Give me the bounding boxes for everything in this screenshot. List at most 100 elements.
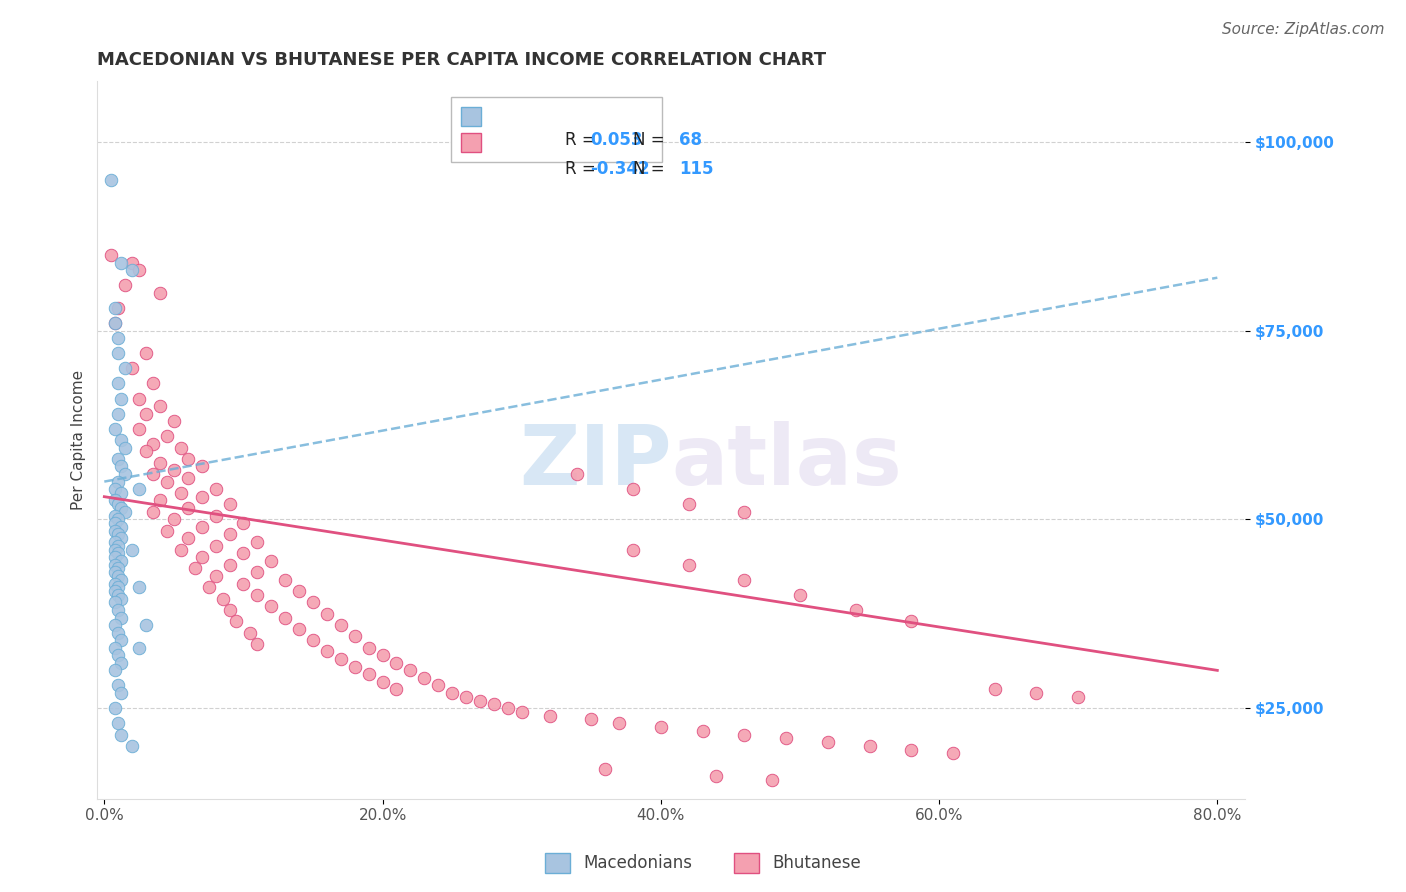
Point (567, 467, 589, 481)
Point (983, 682, 1005, 697)
Point (107, 546, 129, 560)
Point (184, 561, 207, 575)
Point (232, 576, 254, 591)
Legend: R=  0.053  N=  68, R= -0.342  N= 115: R= 0.053 N= 68, R= -0.342 N= 115 (451, 97, 662, 162)
Point (621, 542, 644, 557)
Point (114, 505, 136, 519)
Point (107, 569, 129, 583)
Point (107, 561, 129, 575)
Point (104, 701, 127, 715)
Point (135, 407, 157, 421)
Point (110, 591, 132, 606)
Point (845, 603, 868, 617)
Point (371, 648, 394, 663)
Point (104, 493, 127, 508)
Point (1067, 690, 1090, 704)
Point (190, 520, 212, 534)
Point (142, 376, 165, 391)
Legend: Macedonians, Bhutanese: Macedonians, Bhutanese (538, 847, 868, 880)
Point (107, 580, 129, 594)
Point (107, 716, 129, 731)
Point (482, 698, 505, 712)
Point (110, 392, 132, 406)
Text: -0.342: -0.342 (591, 161, 650, 178)
Point (288, 622, 311, 636)
Point (107, 331, 129, 345)
Point (239, 625, 262, 640)
Point (107, 407, 129, 421)
Point (100, 172, 122, 186)
Point (104, 422, 127, 436)
Point (274, 610, 297, 624)
Point (128, 640, 150, 655)
Point (357, 667, 380, 681)
Point (104, 516, 127, 530)
Point (246, 535, 269, 549)
Point (107, 451, 129, 466)
Point (900, 742, 922, 756)
Point (733, 505, 755, 519)
Point (190, 550, 212, 565)
Point (260, 554, 283, 568)
Point (121, 739, 143, 753)
Point (468, 693, 491, 707)
Point (650, 720, 672, 734)
Point (413, 671, 436, 685)
Point (104, 542, 127, 557)
Text: R =: R = (565, 131, 596, 150)
Point (942, 747, 965, 761)
Point (104, 595, 127, 609)
Point (454, 690, 477, 704)
Point (371, 674, 394, 689)
Point (107, 346, 129, 360)
Point (225, 615, 247, 629)
Point (246, 637, 269, 651)
Point (218, 527, 240, 541)
Point (246, 565, 269, 579)
Point (900, 615, 922, 629)
Point (104, 301, 127, 315)
Point (232, 516, 254, 530)
Point (260, 599, 283, 614)
Point (385, 656, 408, 670)
Point (538, 708, 561, 723)
Point (104, 664, 127, 678)
Point (149, 399, 172, 413)
Point (128, 422, 150, 436)
Point (128, 580, 150, 594)
Point (218, 603, 240, 617)
Point (329, 652, 352, 666)
Point (593, 762, 616, 776)
Point (733, 573, 755, 587)
Point (1025, 686, 1047, 700)
Point (107, 475, 129, 489)
Point (110, 633, 132, 648)
Point (399, 664, 422, 678)
Text: MACEDONIAN VS BHUTANESE PER CAPITA INCOME CORRELATION CHART: MACEDONIAN VS BHUTANESE PER CAPITA INCOM… (97, 51, 827, 69)
Point (218, 558, 240, 572)
Point (104, 524, 127, 538)
Point (104, 482, 127, 496)
Point (110, 531, 132, 545)
Point (163, 512, 186, 526)
Point (427, 678, 450, 692)
Point (110, 486, 132, 500)
Point (110, 610, 132, 624)
Point (128, 482, 150, 496)
Point (329, 618, 352, 632)
Point (204, 569, 226, 583)
Point (170, 542, 193, 557)
Point (114, 441, 136, 455)
Point (110, 520, 132, 534)
Text: N =: N = (633, 131, 665, 150)
Point (232, 546, 254, 560)
Text: atlas: atlas (671, 421, 903, 502)
Point (121, 542, 143, 557)
Point (114, 278, 136, 293)
Point (107, 678, 129, 692)
Point (104, 316, 127, 330)
Point (170, 441, 193, 455)
Point (114, 361, 136, 376)
Point (163, 414, 186, 428)
Point (510, 705, 533, 719)
